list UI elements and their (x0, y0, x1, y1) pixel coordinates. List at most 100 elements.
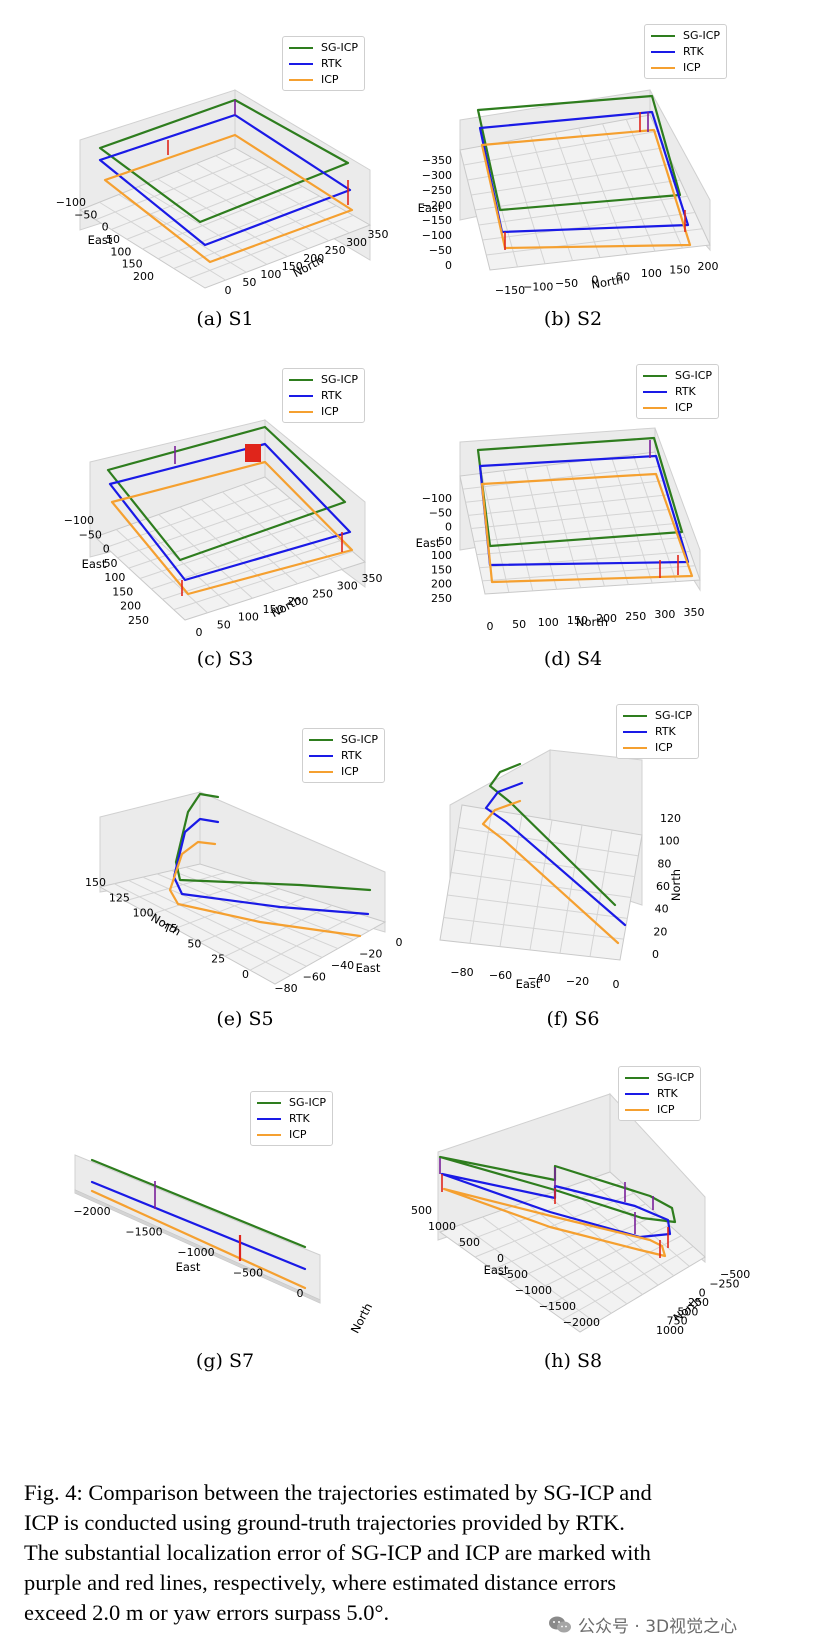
tick-label: −1000 (177, 1246, 214, 1259)
legend-entry: SG-ICP (625, 1070, 694, 1086)
tick-label: 0 (396, 936, 403, 949)
tick-label: 300 (654, 608, 675, 621)
tick-label: 200 (287, 595, 308, 608)
legend: SG-ICP RTK ICP (302, 728, 386, 783)
legend-label: SG-ICP (321, 373, 359, 386)
tick-label: −500 (233, 1267, 263, 1280)
grid-line (173, 205, 337, 269)
series-rtk (108, 442, 352, 582)
plot-s6: −80 −60 −40 −20 0 120 100 80 60 40 20 0 East North (439, 749, 683, 991)
legend-entry: SG-ICP (651, 28, 720, 44)
panel-s5: 150 125 100 75 50 25 0 −80 −60 −40 −20 0 North East S… (20, 722, 410, 1062)
tick-label: 350 (368, 228, 389, 241)
grid-line (602, 123, 656, 252)
tick-label: 350 (362, 572, 383, 585)
legend-entry: RTK (289, 56, 358, 72)
grid-line (224, 904, 333, 957)
tick-label: −50 (429, 506, 452, 519)
plot-wall (199, 791, 386, 933)
tick-label: 50 (187, 937, 201, 950)
legend-label: ICP (657, 1103, 675, 1116)
legend-swatch (309, 771, 333, 773)
grid-line (74, 1191, 321, 1303)
grid-line (128, 879, 307, 967)
tick-label: −100 (523, 281, 553, 294)
legend-label: ICP (321, 73, 339, 86)
series-icp (103, 133, 354, 264)
axis-label: North (590, 272, 624, 291)
legend-label: SG-ICP (289, 1096, 327, 1109)
grid-line (462, 465, 661, 490)
legend: SG-ICP RTK ICP (636, 364, 720, 419)
legend-swatch (643, 375, 667, 377)
figure-caption: Fig. 4: Comparison between the trajector… (24, 1478, 802, 1628)
tick-label: 1000 (428, 1220, 456, 1233)
tick-label: −60 (303, 971, 326, 984)
series-icp (442, 1187, 667, 1258)
grid-line (471, 508, 676, 529)
tick-label: 100 (641, 267, 662, 280)
tick-label: 1000 (656, 1324, 684, 1337)
grid-line (249, 913, 359, 971)
tick-label: −80 (274, 982, 297, 995)
tick-label: 80 (657, 857, 671, 870)
figure-caption-line: Fig. 4: Comparison between the trajector… (24, 1480, 652, 1505)
tick-label: 250 (688, 1296, 709, 1309)
caption-s7: (g) S7 (195, 1350, 255, 1372)
tick-label: 100 (104, 571, 125, 584)
tick-label: 150 (263, 603, 284, 616)
tick-label: 150 (567, 614, 588, 627)
legend-entry: ICP (309, 764, 378, 780)
grid-line (157, 195, 320, 260)
legend-label: SG-ICP (675, 369, 713, 382)
tick-label: 0 (102, 221, 109, 234)
tick-label: −350 (422, 154, 452, 167)
axis-label: North (269, 593, 304, 620)
tick-label: 0 (445, 521, 452, 534)
legend-entry: SG-ICP (257, 1095, 326, 1111)
series-rtk (484, 781, 627, 927)
caption-s5: (e) S5 (216, 1008, 274, 1030)
tick-label: −50 (555, 277, 578, 290)
legend-swatch (625, 1077, 649, 1079)
grid-line (243, 484, 343, 570)
tick-label: 250 (128, 614, 149, 627)
tick-label: −80 (450, 966, 473, 979)
tick-label: 300 (346, 236, 367, 249)
tick-label: 50 (512, 618, 526, 631)
tick-label: −250 (709, 1277, 739, 1290)
grid-line (473, 522, 681, 543)
grid-line (554, 132, 601, 258)
legend-entry: ICP (289, 404, 358, 420)
figure-caption-line: purple and red lines, respectively, wher… (24, 1570, 617, 1595)
legend-swatch (309, 739, 333, 741)
tick-label: 50 (616, 270, 630, 283)
legend: SG-ICP RTK ICP (282, 36, 366, 91)
tick-label: 50 (104, 557, 118, 570)
series-icp (110, 460, 354, 596)
series-sg-icp (106, 425, 347, 562)
legend-entry: RTK (651, 44, 720, 60)
plot-s3: −100−50050100150200250050100150200250300… (64, 418, 383, 639)
legend-swatch (257, 1134, 281, 1136)
grid-line (471, 163, 673, 196)
grid-line (189, 214, 354, 279)
series-rtk (98, 113, 352, 247)
tick-label: 20 (653, 925, 667, 938)
tick-label: 25 (211, 953, 225, 966)
tick-label: 0 (225, 284, 232, 297)
legend-entry: ICP (651, 60, 720, 76)
tick-label: 1500 (410, 1204, 432, 1217)
tick-label: 50 (242, 276, 256, 289)
grid-line (465, 479, 666, 503)
tick-label: 350 (684, 606, 705, 619)
grid-line (173, 550, 353, 611)
tick-label: −60 (489, 969, 512, 982)
tick-label: 0 (652, 948, 659, 961)
axis-label: East (88, 233, 113, 247)
tick-label: −100 (56, 196, 86, 209)
plot-s1: −100−50050100150200050100150200250300350… (56, 89, 389, 297)
legend-label: RTK (341, 749, 362, 762)
tick-label: 0 (196, 626, 203, 639)
caption-s2: (b) S2 (543, 308, 603, 330)
